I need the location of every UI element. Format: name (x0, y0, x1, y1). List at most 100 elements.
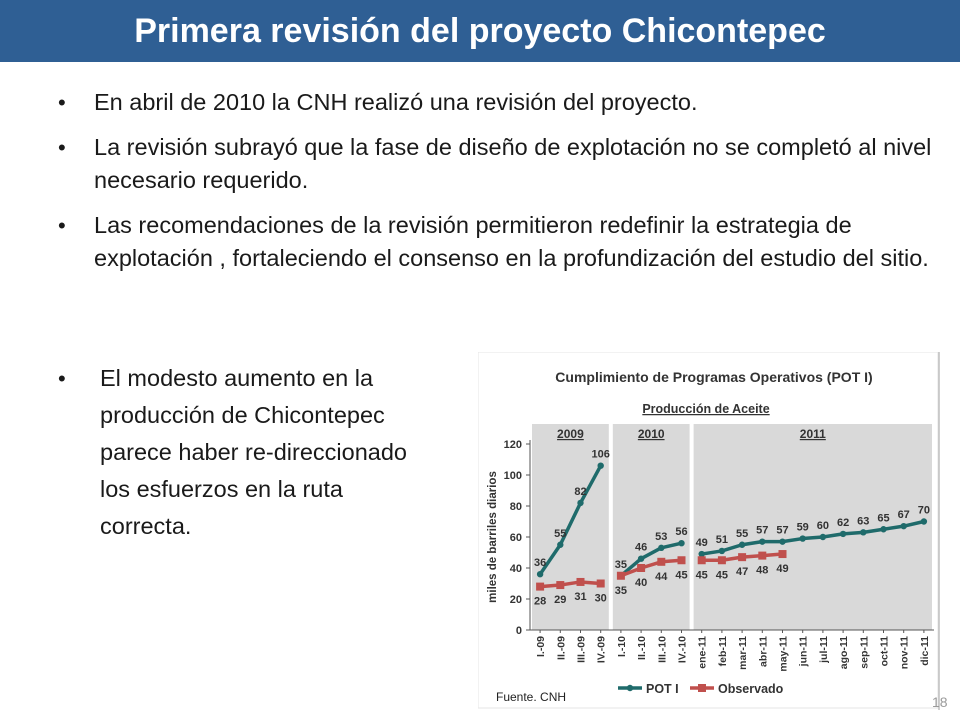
bullet-icon: • (58, 213, 66, 238)
series-line-pot-i (619, 541, 682, 578)
legend-label: POT I (646, 682, 679, 696)
series-line-pot-i (538, 464, 603, 576)
x-tick-label: oct-11 (879, 636, 891, 667)
bullet-item: • La revisión subrayó que la fase de dis… (58, 131, 938, 197)
data-label: 40 (635, 577, 647, 589)
x-tick-label: I.-10 (616, 636, 628, 657)
data-point (738, 541, 746, 548)
data-label: 49 (696, 537, 708, 549)
data-label: 67 (898, 509, 910, 521)
data-point (880, 526, 887, 533)
title-bar (0, 0, 960, 62)
data-point (597, 462, 604, 469)
data-point (758, 551, 767, 560)
period-label: 2010 (638, 427, 665, 441)
y-tick-label: 20 (510, 594, 522, 606)
y-tick-label: 60 (510, 532, 522, 544)
page-number: 18 (932, 694, 948, 710)
data-point (556, 581, 565, 590)
data-label: 47 (736, 566, 748, 578)
data-point (557, 541, 564, 548)
x-tick-label: IV.-10 (677, 636, 689, 663)
data-label: 48 (756, 565, 768, 577)
x-tick-label: nov-11 (899, 636, 911, 669)
data-point (860, 529, 867, 536)
data-label: 63 (857, 515, 869, 527)
y-tick-label: 120 (504, 439, 522, 451)
x-tick-label: jun-11 (798, 636, 810, 668)
x-tick-label: ene-11 (697, 636, 709, 669)
y-tick-label: 40 (510, 563, 522, 575)
data-label: 62 (837, 517, 849, 529)
bullet-text: Las recomendaciones de la revisión permi… (94, 212, 929, 271)
bullet-item: • El modesto aumento en la producción de… (58, 360, 418, 545)
data-label: 57 (756, 525, 768, 537)
bullet-icon: • (58, 135, 66, 160)
source-note: Fuente. CNH (496, 690, 567, 704)
x-tick-label: I.-09 (535, 636, 547, 657)
data-label: 36 (534, 557, 546, 569)
x-tick-label: abr-11 (757, 636, 769, 667)
x-tick-label: ago-11 (838, 636, 850, 669)
data-label: 106 (592, 449, 610, 461)
data-label: 55 (736, 528, 748, 540)
x-tick-label: feb-11 (717, 636, 729, 667)
x-tick-label: mar-11 (737, 636, 749, 670)
data-point (698, 550, 705, 558)
x-tick-label: III.-09 (576, 636, 588, 663)
data-point (717, 556, 726, 565)
bullet-text: En abril de 2010 la CNH realizó una revi… (94, 89, 698, 115)
data-point (759, 538, 766, 545)
x-tick-label: sep-11 (858, 636, 870, 669)
data-point (677, 556, 686, 565)
series-line-observado (539, 580, 601, 589)
x-tick-label: dic-11 (919, 636, 931, 666)
data-point (900, 522, 907, 530)
data-point (536, 571, 544, 578)
x-tick-label: II.-10 (636, 636, 648, 660)
data-point (779, 538, 786, 545)
bullet-icon: • (58, 366, 66, 391)
data-label: 45 (696, 569, 708, 581)
x-tick-label: IV.-09 (596, 636, 608, 663)
bullet-text: El modesto aumento en la producción de C… (100, 365, 407, 539)
data-label: 44 (655, 571, 668, 583)
data-label: 60 (817, 520, 829, 532)
data-label: 35 (615, 559, 627, 571)
x-tick-label: jul-11 (818, 636, 830, 664)
legend-marker (626, 684, 634, 692)
data-point (596, 579, 605, 588)
data-point (839, 530, 847, 538)
bullet-item: • En abril de 2010 la CNH realizó una re… (58, 86, 938, 119)
data-point (637, 555, 645, 562)
data-point (637, 564, 646, 572)
series-line-observado (620, 558, 682, 578)
chart-subtitle: Producción de Aceite (642, 402, 769, 416)
data-point (920, 518, 928, 525)
data-label: 65 (877, 512, 889, 524)
bullet-icon: • (58, 90, 66, 115)
data-point (799, 535, 806, 542)
y-tick-label: 80 (510, 501, 522, 513)
period-band (612, 424, 690, 630)
data-label: 46 (635, 542, 647, 554)
y-tick-label: 100 (504, 470, 522, 482)
data-label: 70 (918, 505, 930, 517)
x-tick-label: may-11 (778, 636, 790, 672)
data-label: 55 (554, 528, 566, 540)
data-label: 30 (595, 593, 607, 605)
legend-marker (698, 684, 706, 692)
data-point (738, 553, 747, 562)
data-label: 45 (716, 569, 728, 581)
period-label: 2011 (800, 427, 826, 441)
data-point (778, 550, 787, 559)
data-label: 45 (675, 569, 687, 581)
y-tick-label: 0 (516, 625, 522, 637)
data-point (576, 577, 585, 586)
bullet-list: • En abril de 2010 la CNH realizó una re… (58, 86, 938, 287)
data-point (657, 557, 666, 566)
data-label: 28 (534, 596, 546, 608)
data-label: 82 (574, 486, 586, 498)
data-label: 56 (675, 526, 687, 538)
data-label: 49 (776, 563, 788, 575)
